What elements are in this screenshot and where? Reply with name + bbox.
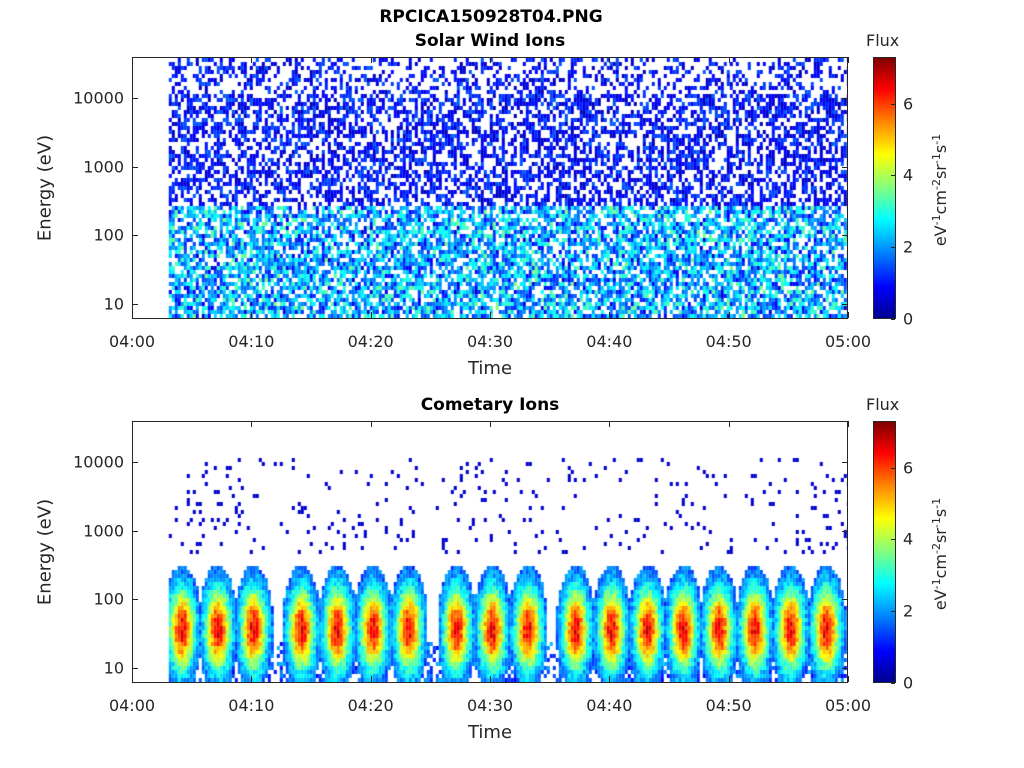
colorbar-tick-label: 6 <box>903 458 914 478</box>
x-tick-mark <box>490 312 491 318</box>
y-tick-mark <box>132 462 138 464</box>
x-tick-mark <box>848 676 849 682</box>
y-tick-mark <box>132 530 138 532</box>
x-tick-mark <box>132 421 133 427</box>
x-tick-mark <box>370 57 372 63</box>
x-tick-mark <box>490 676 491 682</box>
x-tick-mark <box>609 676 611 682</box>
colorbar-tick-mark <box>891 175 895 177</box>
x-tick-mark <box>132 676 133 682</box>
colorbar-title: Flux <box>866 395 900 414</box>
y-tick-mark <box>842 599 848 601</box>
colorbar-tick-mark <box>891 103 895 105</box>
colorbar-unit: eV-1cm-2sr-1s-1 <box>929 133 951 247</box>
x-tick-mark <box>609 421 611 427</box>
colorbar-tick-mark <box>891 611 895 613</box>
colorbar-tick-label: 4 <box>903 529 914 549</box>
x-tick-label: 04:30 <box>466 696 514 715</box>
x-tick-mark <box>370 421 372 427</box>
y-tick-label: 10000 <box>73 88 124 108</box>
y-tick-mark <box>842 667 848 669</box>
colorbar-tick-mark <box>891 539 895 541</box>
y-tick-label: 10 <box>103 658 124 678</box>
figure-title: RPCICA150928T04.PNG <box>379 7 603 27</box>
colorbar-tick-mark <box>891 683 895 684</box>
x-tick-mark <box>609 312 611 318</box>
x-tick-label: 04:30 <box>466 332 514 351</box>
colorbar-unit: eV-1cm-2sr-1s-1 <box>929 497 951 611</box>
y-tick-mark <box>842 235 848 237</box>
x-tick-mark <box>609 57 611 63</box>
colorbar-tick-label: 0 <box>903 309 914 329</box>
y-tick-mark <box>842 462 848 464</box>
y-tick-mark <box>842 530 848 532</box>
colorbar-tick-label: 2 <box>903 601 914 621</box>
colorbar-tick-label: 4 <box>903 165 914 185</box>
y-tick-mark <box>842 166 848 168</box>
x-tick-mark <box>848 421 849 427</box>
x-tick-label: 04:20 <box>347 332 394 351</box>
colorbar-tick-mark <box>891 319 895 320</box>
y-tick-mark <box>132 98 138 100</box>
x-axis-label: Time <box>467 358 513 379</box>
colorbar-tick-label: 6 <box>903 94 914 114</box>
panel-title-cometary: Cometary Ions <box>420 395 560 415</box>
colorbar-tick-label: 2 <box>903 237 914 257</box>
y-tick-label: 100 <box>93 589 124 609</box>
x-tick-mark <box>251 312 253 318</box>
colorbar <box>873 421 896 683</box>
x-tick-label: 04:40 <box>586 332 633 351</box>
y-tick-mark <box>132 303 138 305</box>
y-tick-mark <box>132 667 138 669</box>
y-tick-label: 10000 <box>73 452 124 472</box>
y-tick-label: 1000 <box>83 157 124 177</box>
y-axis-label: Energy (eV) <box>34 134 56 242</box>
x-tick-label: 04:50 <box>705 696 752 715</box>
x-tick-mark <box>728 421 730 427</box>
x-tick-label: 04:00 <box>108 696 156 715</box>
colorbar-tick-mark <box>891 247 895 249</box>
x-tick-mark <box>728 57 730 63</box>
x-tick-mark <box>728 676 730 682</box>
x-tick-mark <box>490 421 491 427</box>
x-axis-label: Time <box>467 722 513 743</box>
colorbar-title: Flux <box>866 31 900 50</box>
x-tick-label: 04:20 <box>347 696 394 715</box>
x-tick-mark <box>251 57 253 63</box>
x-tick-mark <box>370 312 372 318</box>
panel-title-solar-wind: Solar Wind Ions <box>414 31 566 51</box>
y-tick-label: 100 <box>93 225 124 245</box>
x-tick-mark <box>251 421 253 427</box>
x-tick-mark <box>132 312 133 318</box>
x-tick-mark <box>132 57 133 63</box>
x-tick-label: 05:00 <box>824 696 872 715</box>
y-tick-mark <box>132 599 138 601</box>
y-tick-label: 1000 <box>83 521 124 541</box>
x-tick-mark <box>251 676 253 682</box>
x-tick-label: 04:10 <box>228 696 275 715</box>
y-tick-mark <box>842 303 848 305</box>
x-tick-label: 04:40 <box>586 696 633 715</box>
x-tick-mark <box>848 312 849 318</box>
x-tick-label: 05:00 <box>824 332 872 351</box>
x-tick-mark <box>490 57 491 63</box>
x-tick-label: 04:10 <box>228 332 275 351</box>
colorbar-tick-label: 0 <box>903 673 914 693</box>
x-tick-label: 04:00 <box>108 332 156 351</box>
x-tick-label: 04:50 <box>705 332 752 351</box>
y-axis-label: Energy (eV) <box>34 498 56 606</box>
x-tick-mark <box>370 676 372 682</box>
y-tick-mark <box>842 98 848 100</box>
colorbar <box>873 57 896 319</box>
y-tick-label: 10 <box>103 294 124 314</box>
x-tick-mark <box>848 57 849 63</box>
solar-wind-spectrogram <box>132 57 848 319</box>
x-tick-mark <box>728 312 730 318</box>
y-tick-mark <box>132 166 138 168</box>
y-tick-mark <box>132 235 138 237</box>
colorbar-tick-mark <box>891 467 895 469</box>
cometary-spectrogram <box>132 421 848 683</box>
